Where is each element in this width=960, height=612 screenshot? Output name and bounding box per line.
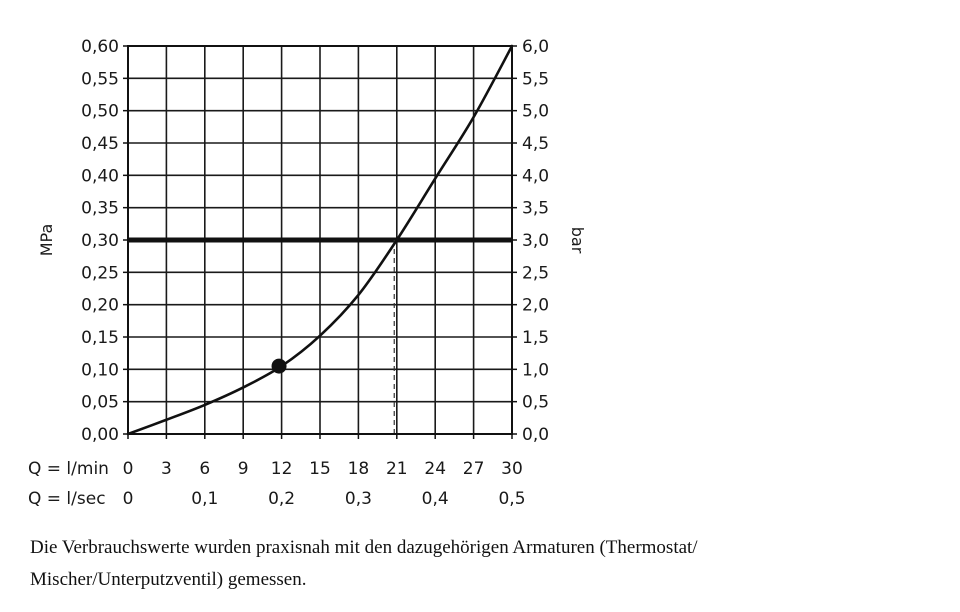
marker-point-group bbox=[271, 358, 287, 374]
left-tick-label: 0,00 bbox=[81, 425, 119, 445]
left-tick-label: 0,15 bbox=[81, 328, 119, 348]
left-axis-title: MPa bbox=[37, 224, 56, 257]
left-tick-label: 0,25 bbox=[81, 263, 119, 283]
left-tick-label: 0,35 bbox=[81, 199, 119, 219]
x-lmin-tick-label: 21 bbox=[386, 459, 408, 479]
series-curve-group bbox=[126, 44, 514, 436]
x-axis-lmin-tick-labels: 0 3 6 9 12 15 18 21 24 27 30 bbox=[123, 459, 523, 479]
x-lmin-tick-label: 27 bbox=[463, 459, 485, 479]
right-axis-tick-labels: 0,0 0,5 1,0 1,5 2,0 2,5 3,0 3,5 4,0 4,5 5,0 5,5 6,0 bbox=[522, 37, 549, 445]
right-tick-label: 2,5 bbox=[522, 263, 549, 283]
x-lmin-tick-label: 12 bbox=[271, 459, 293, 479]
x-lsec-tick-label: 0,1 bbox=[191, 489, 218, 509]
left-tick-label: 0,55 bbox=[81, 69, 119, 89]
right-tick-label: 3,0 bbox=[522, 231, 549, 251]
caption: Die Verbrauchswerte wurden praxisnah mit… bbox=[30, 532, 930, 596]
caption-line-2: Mischer/Unterputzventil) gemessen. bbox=[30, 569, 307, 590]
right-axis-title: bar bbox=[568, 227, 587, 254]
x-lmin-tick-label: 30 bbox=[501, 459, 523, 479]
right-tick-label: 0,5 bbox=[522, 393, 549, 413]
right-tick-label: 3,5 bbox=[522, 199, 549, 219]
x-axis-lmin-label: Q = l/min bbox=[28, 459, 109, 479]
marker-point bbox=[271, 358, 287, 374]
x-lsec-tick-label: 0,5 bbox=[498, 489, 525, 509]
left-tick-label: 0,30 bbox=[81, 231, 119, 251]
x-axis-lsec-label: Q = l/sec bbox=[28, 489, 106, 509]
left-tick-label: 0,05 bbox=[81, 393, 119, 413]
left-tick-label: 0,20 bbox=[81, 296, 119, 316]
pressure-flow-chart: 0,000,050,100,150,200,250,300,350,400,45… bbox=[28, 37, 587, 509]
left-axis-tick-labels: 0,00 0,05 0,10 0,15 0,20 0,25 0,30 0,35 0,40 0,45… bbox=[81, 37, 119, 445]
x-lsec-tick-label: 0 bbox=[123, 489, 134, 509]
right-tick-label: 4,0 bbox=[522, 166, 549, 186]
left-tick-label: 0,60 bbox=[81, 37, 119, 57]
x-lsec-tick-label: 0,4 bbox=[422, 489, 449, 509]
right-tick-label: 1,0 bbox=[522, 360, 549, 380]
right-tick-label: 5,5 bbox=[522, 69, 549, 89]
right-tick-label: 0,0 bbox=[522, 425, 549, 445]
x-lmin-tick-label: 18 bbox=[348, 459, 370, 479]
left-tick-label: 0,40 bbox=[81, 166, 119, 186]
x-axis-lsec-tick-labels: 0 0,1 0,2 0,3 0,4 0,5 bbox=[123, 489, 526, 509]
right-tick-label: 4,5 bbox=[522, 134, 549, 154]
caption-line-1: Die Verbrauchswerte wurden praxisnah mit… bbox=[30, 537, 698, 558]
x-lmin-tick-label: 9 bbox=[238, 459, 249, 479]
series-line bbox=[126, 44, 514, 436]
left-tick-label: 0,45 bbox=[81, 134, 119, 154]
x-lmin-tick-label: 0 bbox=[123, 459, 134, 479]
x-lsec-tick-label: 0,3 bbox=[345, 489, 372, 509]
x-lmin-tick-label: 3 bbox=[161, 459, 172, 479]
x-lmin-tick-label: 15 bbox=[309, 459, 331, 479]
x-lmin-tick-label: 6 bbox=[199, 459, 210, 479]
x-lmin-tick-label: 24 bbox=[424, 459, 446, 479]
left-tick-label: 0,10 bbox=[81, 360, 119, 380]
tick-marks bbox=[123, 45, 517, 439]
left-tick-label: 0,50 bbox=[81, 102, 119, 122]
right-tick-label: 1,5 bbox=[522, 328, 549, 348]
right-tick-label: 2,0 bbox=[522, 296, 549, 316]
right-tick-label: 5,0 bbox=[522, 102, 549, 122]
x-lsec-tick-label: 0,2 bbox=[268, 489, 295, 509]
right-tick-label: 6,0 bbox=[522, 37, 549, 57]
